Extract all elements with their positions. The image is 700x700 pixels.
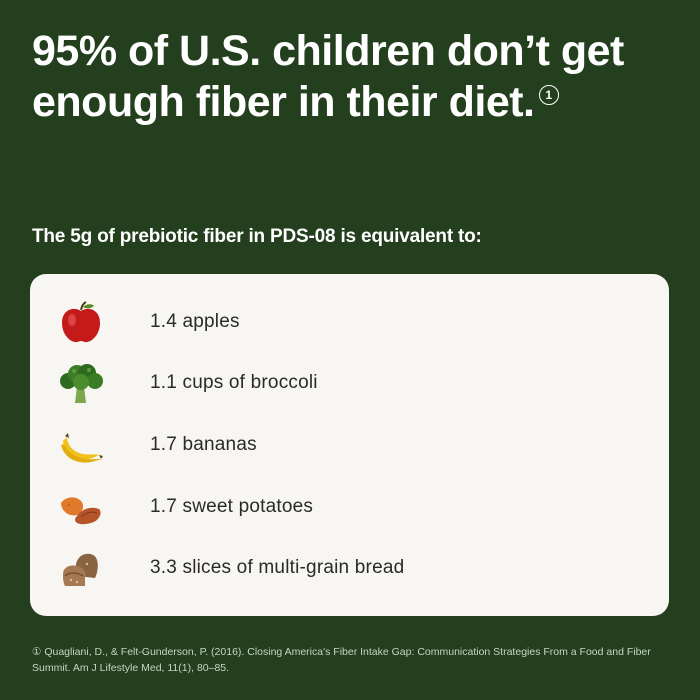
item-label: 1.7 bananas bbox=[150, 434, 257, 455]
bread-icon bbox=[63, 553, 98, 586]
item-label: 1.1 cups of broccoli bbox=[150, 372, 318, 393]
broccoli-icon bbox=[60, 364, 103, 403]
footnote-ref-badge: 1 bbox=[538, 85, 559, 105]
subheading: The 5g of prebiotic fiber in PDS-08 is e… bbox=[32, 226, 482, 247]
apple-icon bbox=[62, 301, 100, 343]
sweet-potato-icon bbox=[61, 497, 101, 525]
list-item: 1.4 apples bbox=[55, 296, 635, 348]
item-label: 3.3 slices of multi-grain bread bbox=[150, 557, 405, 578]
item-label: 1.4 apples bbox=[150, 311, 240, 332]
list-item: 1.7 sweet potatoes bbox=[55, 481, 635, 533]
headline-text: 95% of U.S. children don’t get enough fi… bbox=[32, 27, 624, 126]
banana-icon bbox=[61, 433, 103, 463]
footnote-citation: ① Quagliani, D., & Felt-Gunderson, P. (2… bbox=[32, 646, 651, 674]
list-item: 3.3 slices of multi-grain bread bbox=[55, 542, 635, 594]
equivalents-card: 1.4 apples 1.1 cups of broccoli 1.7 bana… bbox=[30, 274, 669, 616]
list-item: 1.7 bananas bbox=[55, 419, 635, 471]
item-label: 1.7 sweet potatoes bbox=[150, 496, 314, 517]
headline: 95% of U.S. children don’t get enough fi… bbox=[32, 26, 652, 128]
list-item: 1.1 cups of broccoli bbox=[55, 357, 635, 409]
